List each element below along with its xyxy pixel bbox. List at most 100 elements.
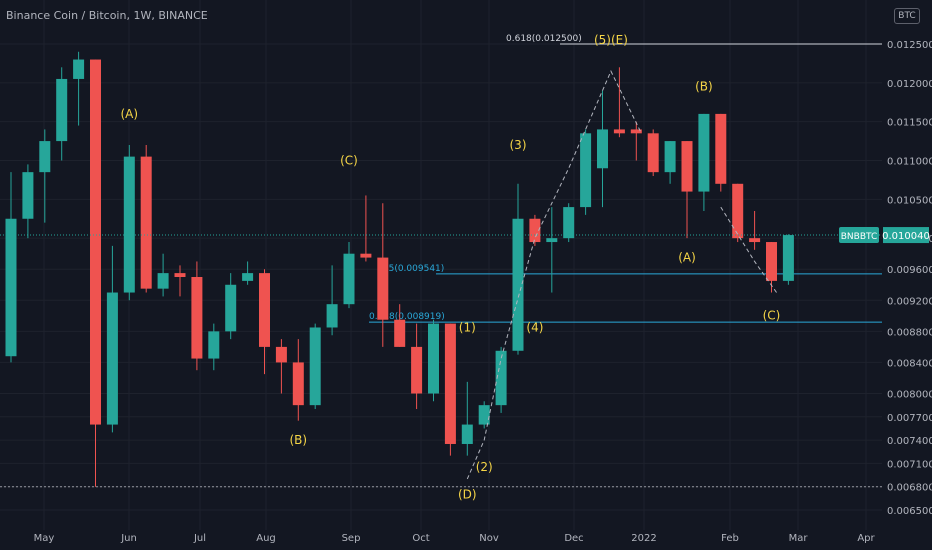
candle-body: [5, 218, 17, 357]
candle-body: [123, 156, 135, 293]
wave-label: (2): [476, 460, 493, 474]
wave-label: (B): [695, 80, 713, 94]
currency-button[interactable]: BTC: [894, 8, 920, 24]
candle-body: [174, 273, 186, 277]
y-tick-label: 0.006800: [887, 483, 932, 494]
wave-labels: (A) (B) (C) (1) (2) (3) (4) (5)(E) (D) (B) (A) (C): [121, 33, 781, 501]
y-tick-label: 0.012000: [887, 79, 932, 90]
candle-body: [749, 238, 761, 243]
y-tick-label: 0.008800: [887, 327, 932, 338]
candle-body: [461, 424, 473, 444]
fib-level-label: 0.5(0.009541): [380, 264, 444, 274]
wave-label: (A): [121, 107, 139, 121]
wave-path: [720, 206, 777, 293]
x-tick-label: Feb: [721, 533, 739, 544]
candle-body: [343, 253, 355, 305]
candle-body: [140, 156, 152, 289]
chart-title: Binance Coin / Bitcoin, 1W, BINANCE: [6, 9, 208, 22]
y-tick-label: 0.010500: [887, 195, 932, 206]
y-tick-label: 0.007100: [887, 459, 932, 470]
y-tick-label: 0.006500: [887, 506, 932, 517]
candle-body: [225, 284, 237, 332]
y-tick-label: 0.007400: [887, 436, 932, 447]
fib-level-label: 0.618(0.012500): [506, 34, 582, 44]
candle-body: [664, 141, 676, 173]
x-tick-label: Dec: [564, 533, 583, 544]
x-tick-label: 2022: [631, 533, 656, 544]
candle-body: [242, 273, 254, 281]
candle-body: [512, 218, 524, 351]
candle-body: [292, 362, 304, 406]
candle-body: [411, 346, 423, 394]
wave-label: (D): [458, 487, 477, 501]
candle-body: [597, 129, 608, 169]
candle-body: [580, 133, 592, 208]
x-axis: May Jun Jul Aug Sep Oct Nov Dec 2022 Feb Mar Apr: [34, 533, 876, 544]
x-tick-label: Jun: [120, 533, 137, 544]
y-tick-label: 0.008400: [887, 358, 932, 369]
wave-label: (4): [526, 320, 543, 334]
candle-body: [360, 253, 372, 258]
candle-body: [766, 242, 777, 281]
candle-body: [326, 304, 338, 328]
symbol-tag: [839, 227, 879, 244]
wave-label: (C): [763, 309, 781, 323]
price-tag: [883, 227, 929, 244]
price-tag-label: 0.010040: [882, 231, 930, 242]
candle-body: [630, 129, 642, 134]
symbol-tag-label: BNBBTC: [841, 232, 878, 242]
candle-body: [191, 277, 203, 359]
candle-body: [715, 113, 727, 184]
candle-body: [563, 207, 575, 239]
wave-label: (A): [678, 250, 696, 264]
candle-body: [309, 327, 321, 406]
candle-body: [90, 59, 101, 425]
candle-body: [495, 350, 507, 406]
wave-path: [466, 69, 642, 480]
x-tick-label: Aug: [256, 533, 276, 544]
x-tick-label: Jul: [193, 533, 206, 544]
candle-body: [698, 113, 710, 192]
candle-body: [208, 331, 220, 359]
candles: [5, 51, 794, 487]
y-tick-label: 0.009600: [887, 265, 932, 276]
candle-body: [546, 238, 558, 243]
wave-label: (5)(E): [594, 33, 628, 47]
candle-body: [106, 292, 118, 425]
y-tick-label: 0.008000: [887, 390, 932, 401]
candle-body: [681, 141, 693, 192]
candle-body: [529, 218, 541, 243]
y-tick-label: 0.009200: [887, 296, 932, 307]
fib-level-label: 0.618(0.008919): [369, 312, 445, 322]
x-tick-label: Oct: [412, 533, 429, 544]
x-tick-label: May: [34, 533, 55, 544]
wave-label: (C): [340, 153, 358, 167]
candle-body: [39, 141, 51, 173]
candle-body: [732, 183, 744, 239]
y-tick-label: 0.011500: [887, 118, 932, 129]
candle-body: [157, 273, 169, 289]
y-tick-label: 0.011000: [887, 157, 932, 168]
candle-body: [647, 133, 659, 173]
wave-label: (B): [289, 433, 307, 447]
candle-body: [782, 235, 794, 281]
candle-body: [478, 405, 490, 425]
y-tick-label: 0.007700: [887, 413, 932, 424]
candle-body: [394, 319, 406, 347]
candle-body: [259, 273, 270, 347]
candle-body: [22, 172, 34, 219]
x-tick-label: Mar: [789, 533, 809, 544]
candle-body: [613, 129, 625, 134]
candle-body: [377, 257, 389, 320]
x-tick-label: Apr: [857, 533, 875, 544]
candle-body: [444, 323, 456, 444]
x-tick-label: Nov: [479, 533, 499, 544]
x-tick-label: Sep: [342, 533, 361, 544]
wave-label: (1): [459, 320, 476, 334]
candle-body: [428, 323, 439, 394]
wave-label: (3): [510, 138, 527, 152]
y-tick-label: 0.012500: [887, 40, 932, 51]
candle-body: [275, 346, 287, 363]
candle-body: [73, 59, 85, 79]
